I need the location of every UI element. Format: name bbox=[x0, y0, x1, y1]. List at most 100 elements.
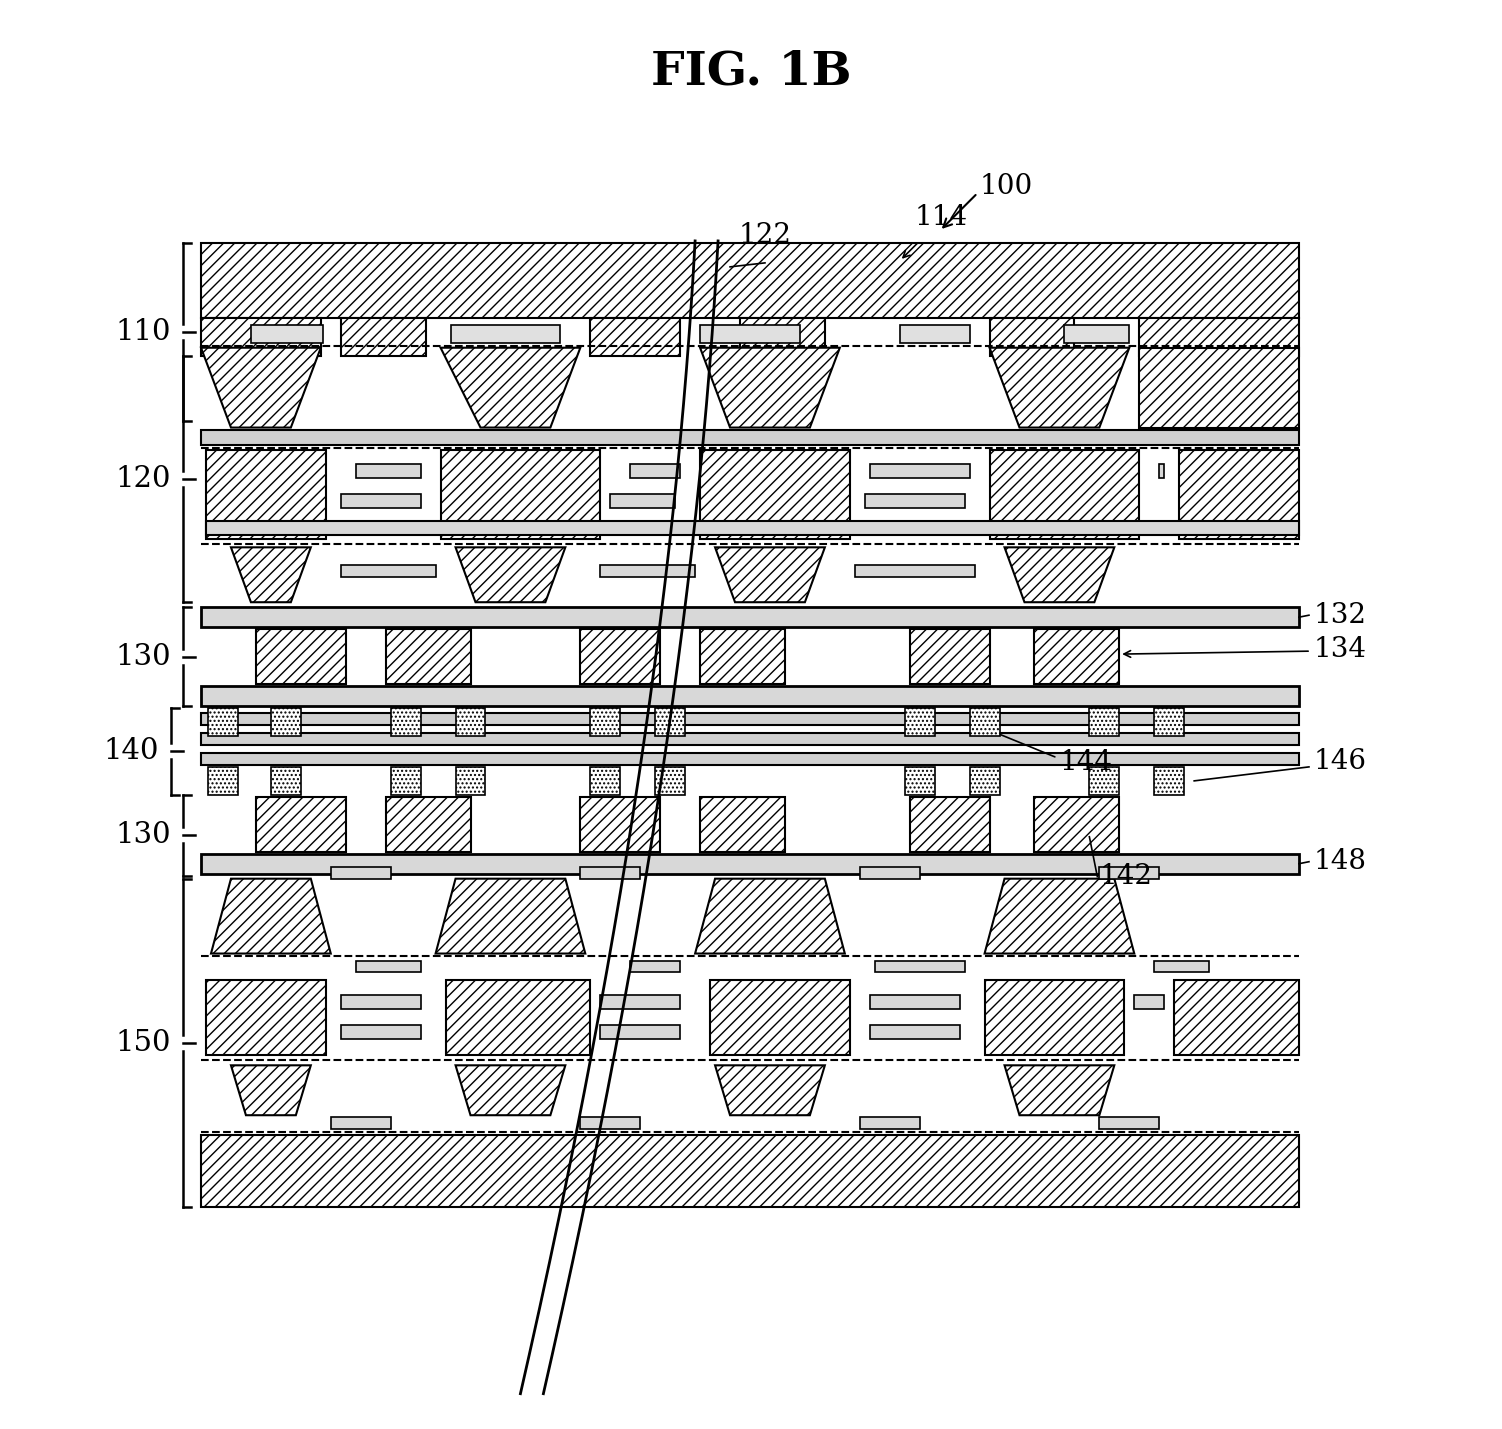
Text: 120: 120 bbox=[116, 464, 171, 493]
Bar bbox=[201, 733, 1299, 745]
Bar bbox=[201, 686, 1299, 706]
Bar bbox=[455, 707, 485, 736]
Bar bbox=[341, 494, 421, 509]
Bar bbox=[590, 707, 620, 736]
Polygon shape bbox=[990, 347, 1130, 427]
Polygon shape bbox=[715, 547, 825, 602]
Bar bbox=[1175, 980, 1299, 1056]
Bar bbox=[700, 629, 786, 684]
Bar bbox=[1035, 797, 1119, 852]
Bar bbox=[270, 707, 300, 736]
Bar bbox=[874, 960, 964, 973]
Text: 148: 148 bbox=[1314, 849, 1367, 875]
Text: 144: 144 bbox=[1059, 749, 1113, 776]
Text: 130: 130 bbox=[116, 822, 171, 849]
Bar bbox=[1140, 317, 1299, 356]
Bar bbox=[970, 767, 999, 795]
Bar bbox=[201, 753, 1299, 765]
Bar bbox=[1089, 767, 1119, 795]
Polygon shape bbox=[455, 1065, 565, 1115]
Bar bbox=[201, 713, 1299, 725]
Text: 132: 132 bbox=[1314, 602, 1367, 629]
Bar bbox=[207, 707, 237, 736]
Bar bbox=[910, 797, 990, 852]
Bar bbox=[201, 853, 1299, 873]
Bar bbox=[1065, 324, 1130, 343]
Bar bbox=[255, 797, 345, 852]
Bar bbox=[206, 522, 1299, 536]
Bar bbox=[201, 317, 321, 356]
Bar bbox=[865, 494, 964, 509]
Bar bbox=[201, 1135, 1299, 1208]
Polygon shape bbox=[695, 879, 844, 953]
Polygon shape bbox=[201, 347, 321, 427]
Text: 114: 114 bbox=[915, 204, 967, 231]
Text: 130: 130 bbox=[116, 643, 171, 670]
Bar bbox=[201, 243, 1299, 317]
Bar bbox=[201, 607, 1299, 627]
Bar bbox=[255, 629, 345, 684]
Bar bbox=[330, 867, 391, 879]
Polygon shape bbox=[231, 547, 311, 602]
Bar bbox=[356, 960, 421, 973]
Bar bbox=[440, 450, 601, 539]
Bar bbox=[341, 996, 421, 1009]
Bar bbox=[207, 767, 237, 795]
Bar bbox=[904, 767, 934, 795]
Text: 134: 134 bbox=[1314, 636, 1367, 663]
Polygon shape bbox=[231, 1065, 311, 1115]
Bar bbox=[631, 960, 680, 973]
Bar bbox=[341, 1026, 421, 1039]
Bar bbox=[855, 566, 975, 577]
Bar bbox=[270, 767, 300, 795]
Bar bbox=[386, 797, 470, 852]
Bar bbox=[710, 980, 850, 1056]
Text: 110: 110 bbox=[116, 317, 171, 346]
Bar bbox=[700, 324, 801, 343]
Bar bbox=[700, 797, 786, 852]
Bar bbox=[870, 996, 960, 1009]
Bar bbox=[610, 494, 674, 509]
Bar bbox=[655, 767, 685, 795]
Bar bbox=[590, 767, 620, 795]
Bar bbox=[451, 324, 560, 343]
Bar bbox=[740, 317, 825, 356]
Bar bbox=[1035, 629, 1119, 684]
Bar bbox=[1089, 707, 1119, 736]
Bar bbox=[601, 1026, 680, 1039]
Text: 150: 150 bbox=[116, 1029, 171, 1057]
Polygon shape bbox=[985, 879, 1134, 953]
Bar bbox=[386, 629, 470, 684]
Bar bbox=[206, 980, 326, 1056]
Bar bbox=[601, 996, 680, 1009]
Bar bbox=[580, 797, 661, 852]
Bar bbox=[580, 867, 640, 879]
Bar bbox=[900, 324, 970, 343]
Polygon shape bbox=[1005, 1065, 1114, 1115]
Bar bbox=[990, 450, 1140, 539]
Polygon shape bbox=[700, 347, 840, 427]
Bar bbox=[1154, 767, 1184, 795]
Bar bbox=[910, 629, 990, 684]
Bar bbox=[859, 1117, 919, 1129]
Bar bbox=[330, 1117, 391, 1129]
Bar bbox=[580, 629, 661, 684]
Bar bbox=[1134, 996, 1164, 1009]
Bar bbox=[990, 317, 1074, 356]
Bar bbox=[201, 430, 1299, 444]
Bar bbox=[859, 867, 919, 879]
Bar bbox=[455, 767, 485, 795]
Bar bbox=[391, 767, 421, 795]
Text: 142: 142 bbox=[1099, 863, 1152, 890]
Bar bbox=[970, 707, 999, 736]
Bar bbox=[1140, 347, 1299, 427]
Text: 100: 100 bbox=[979, 173, 1033, 200]
Bar bbox=[391, 707, 421, 736]
Bar bbox=[1099, 1117, 1160, 1129]
Polygon shape bbox=[440, 347, 580, 427]
Bar bbox=[904, 707, 934, 736]
Bar bbox=[1099, 867, 1160, 879]
Polygon shape bbox=[455, 547, 565, 602]
Bar bbox=[631, 464, 680, 479]
Bar bbox=[655, 707, 685, 736]
